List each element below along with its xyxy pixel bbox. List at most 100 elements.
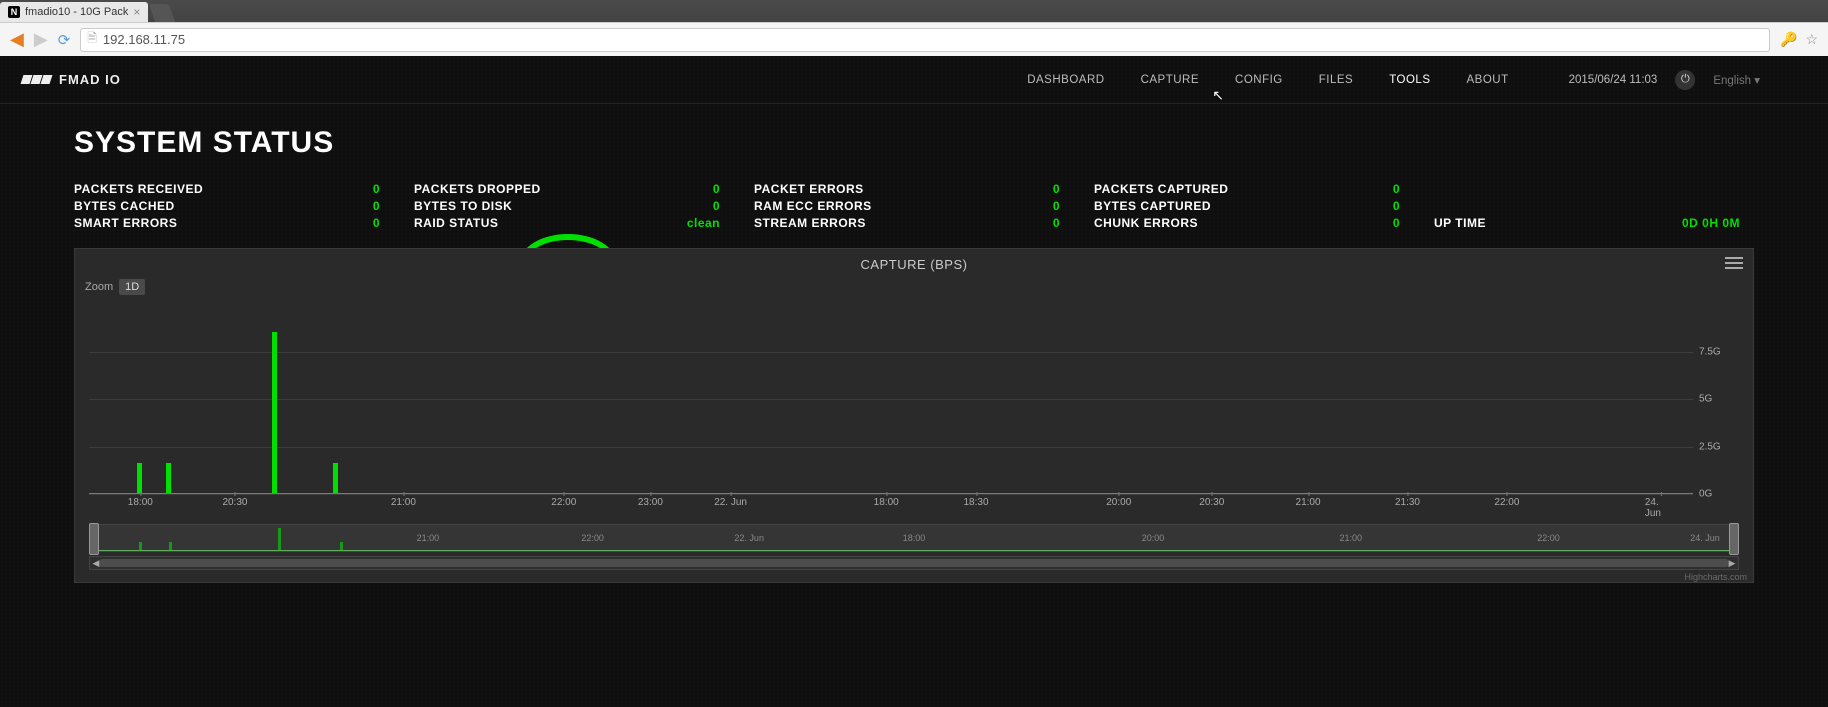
forward-button[interactable]: ▶ (34, 29, 48, 50)
stat-label: RAM ECC ERRORS (754, 199, 872, 213)
ytick-label: 5G (1699, 394, 1743, 405)
stat-cell: RAID STATUS clean (414, 216, 734, 230)
stat-cell: BYTES TO DISK 0 (414, 199, 734, 213)
chart-panel: CAPTURE (BPS) Zoom 1D 0G2.5G5G7.5G 18:00… (74, 248, 1754, 583)
stat-label: STREAM ERRORS (754, 216, 866, 230)
stat-label: CHUNK ERRORS (1094, 216, 1198, 230)
close-icon[interactable]: × (133, 5, 140, 19)
chart-bar (166, 463, 171, 493)
stat-value: 0 (1053, 199, 1074, 213)
navigator-handle-right[interactable] (1729, 523, 1739, 555)
zoom-label: Zoom (85, 281, 113, 293)
nav-xtick: 21:00 (1339, 533, 1362, 543)
chart-plot[interactable]: 0G2.5G5G7.5G (89, 304, 1693, 494)
nav-xtick: 22:00 (581, 533, 604, 543)
nav-config[interactable]: CONFIG (1235, 74, 1283, 86)
stat-label: BYTES CAPTURED (1094, 199, 1211, 213)
chart-bar (333, 463, 338, 493)
nav-files[interactable]: FILES (1319, 74, 1353, 86)
new-tab-button[interactable] (149, 4, 176, 22)
xtick-label: 22:00 (1494, 497, 1519, 508)
zoom-controls: Zoom 1D (85, 279, 145, 295)
zoom-1d-button[interactable]: 1D (119, 279, 145, 295)
xtick-label: 18:00 (874, 497, 899, 508)
xtick-label: 20:30 (222, 497, 247, 508)
stat-label: SMART ERRORS (74, 216, 177, 230)
stat-value: 0 (373, 199, 394, 213)
nav-xtick: 22:00 (1537, 533, 1560, 543)
stat-label: PACKETS DROPPED (414, 182, 541, 196)
app: FMAD IO DASHBOARD CAPTURE CONFIG FILES TOOLS… (0, 56, 1828, 707)
stat-cell (1434, 199, 1754, 213)
stats-grid: PACKETS RECEIVED0PACKETS DROPPED0PACKET … (74, 182, 1754, 230)
stat-value: 0 (1053, 182, 1074, 196)
nav-xtick: 24. Jun (1690, 533, 1720, 543)
reload-button[interactable]: ⟳ (58, 31, 71, 49)
stat-label: UP TIME (1434, 216, 1486, 230)
nav-dashboard[interactable]: DASHBOARD (1027, 74, 1104, 86)
stat-label: PACKETS RECEIVED (74, 182, 203, 196)
nav-xtick: 21:00 (417, 533, 440, 543)
xtick-label: 22:00 (551, 497, 576, 508)
stat-cell: SMART ERRORS 0 (74, 216, 394, 230)
nav-xtick: 22. Jun (734, 533, 764, 543)
stat-cell: BYTES CACHED 0 (74, 199, 394, 213)
xtick-label: 21:30 (1395, 497, 1420, 508)
chart-navigator[interactable]: 21:0022:0022. Jun18:0020:0021:0022:0024.… (89, 524, 1739, 570)
bookmark-icon[interactable]: ☆ (1805, 31, 1818, 48)
stat-cell: CHUNK ERRORS0 (1094, 216, 1414, 230)
stat-label: PACKETS CAPTURED (1094, 182, 1228, 196)
stat-value: 0 (1393, 182, 1414, 196)
stat-value: 0 (373, 216, 394, 230)
nav-xtick: 20:00 (1142, 533, 1165, 543)
stat-cell: PACKETS CAPTURED 0 (1094, 182, 1414, 196)
key-icon[interactable]: 🔑 (1780, 31, 1797, 48)
stat-value: 0 (1393, 199, 1414, 213)
nav-tools[interactable]: TOOLS (1389, 74, 1430, 86)
stat-value: 0 (713, 182, 734, 196)
browser-tab[interactable]: N fmadio10 - 10G Pack × (0, 2, 148, 22)
content: SYSTEM STATUS PACKETS RECEIVED0PACKETS D… (0, 104, 1828, 583)
back-button[interactable]: ◀ (10, 29, 24, 50)
browser-chrome: N fmadio10 - 10G Pack × ◀ ▶ ⟳ 🗎 192.168.… (0, 0, 1828, 56)
navigator-handle-left[interactable] (89, 523, 99, 555)
stat-value: 0 (713, 199, 734, 213)
toolbar: ◀ ▶ ⟳ 🗎 192.168.11.75 🔑 ☆ (0, 22, 1828, 56)
stat-label: BYTES CACHED (74, 199, 175, 213)
chart-menu-icon[interactable] (1725, 257, 1743, 269)
nav-capture[interactable]: CAPTURE (1141, 74, 1199, 86)
xtick-label: 20:30 (1199, 497, 1224, 508)
navigator-plot[interactable]: 21:0022:0022. Jun18:0020:0021:0022:0024.… (89, 524, 1739, 552)
xtick-label: 24. Jun (1645, 497, 1677, 519)
tab-title: fmadio10 - 10G Pack (25, 6, 128, 18)
logo[interactable]: FMAD IO (22, 72, 121, 87)
chart-xaxis: 18:0020:3021:0022:0023:0022. Jun18:0018:… (89, 497, 1693, 517)
stat-label: RAID STATUS (414, 216, 498, 230)
xtick-label: 21:00 (1296, 497, 1321, 508)
power-icon[interactable]: ⏻ (1675, 70, 1695, 90)
stat-label: BYTES TO DISK (414, 199, 512, 213)
topbar-right: 2015/06/24 11:03 ⏻ English ▾ (1569, 70, 1760, 90)
ytick-label: 0G (1699, 489, 1743, 500)
page-icon: 🗎 (87, 29, 97, 50)
xtick-label: 18:00 (128, 497, 153, 508)
topbar: FMAD IO DASHBOARD CAPTURE CONFIG FILES TOOLS… (0, 56, 1828, 104)
stat-value: clean (687, 216, 734, 230)
navigator-scrollbar[interactable]: ◀ ▶ (89, 556, 1739, 570)
chart-bar (272, 332, 277, 494)
ytick-label: 2.5G (1699, 441, 1743, 452)
language-selector[interactable]: English ▾ (1713, 73, 1760, 87)
stat-cell: PACKETS DROPPED 0 (414, 182, 734, 196)
scrollbar-thumb[interactable] (100, 559, 1728, 567)
stat-cell: UP TIME0D 0H 0M (1434, 216, 1754, 230)
stat-cell: PACKET ERRORS0 (754, 182, 1074, 196)
address-bar[interactable]: 🗎 192.168.11.75 (80, 28, 1770, 52)
chart-credit: Highcharts.com (1684, 572, 1747, 582)
main-nav: DASHBOARD CAPTURE CONFIG FILES TOOLS ABOUT (1027, 74, 1508, 86)
logo-icon (22, 75, 51, 84)
xtick-label: 22. Jun (714, 497, 747, 508)
nav-about[interactable]: ABOUT (1467, 74, 1509, 86)
url-text: 192.168.11.75 (103, 32, 185, 47)
favicon-icon: N (8, 6, 20, 18)
stat-cell: BYTES CAPTURED 0 (1094, 199, 1414, 213)
